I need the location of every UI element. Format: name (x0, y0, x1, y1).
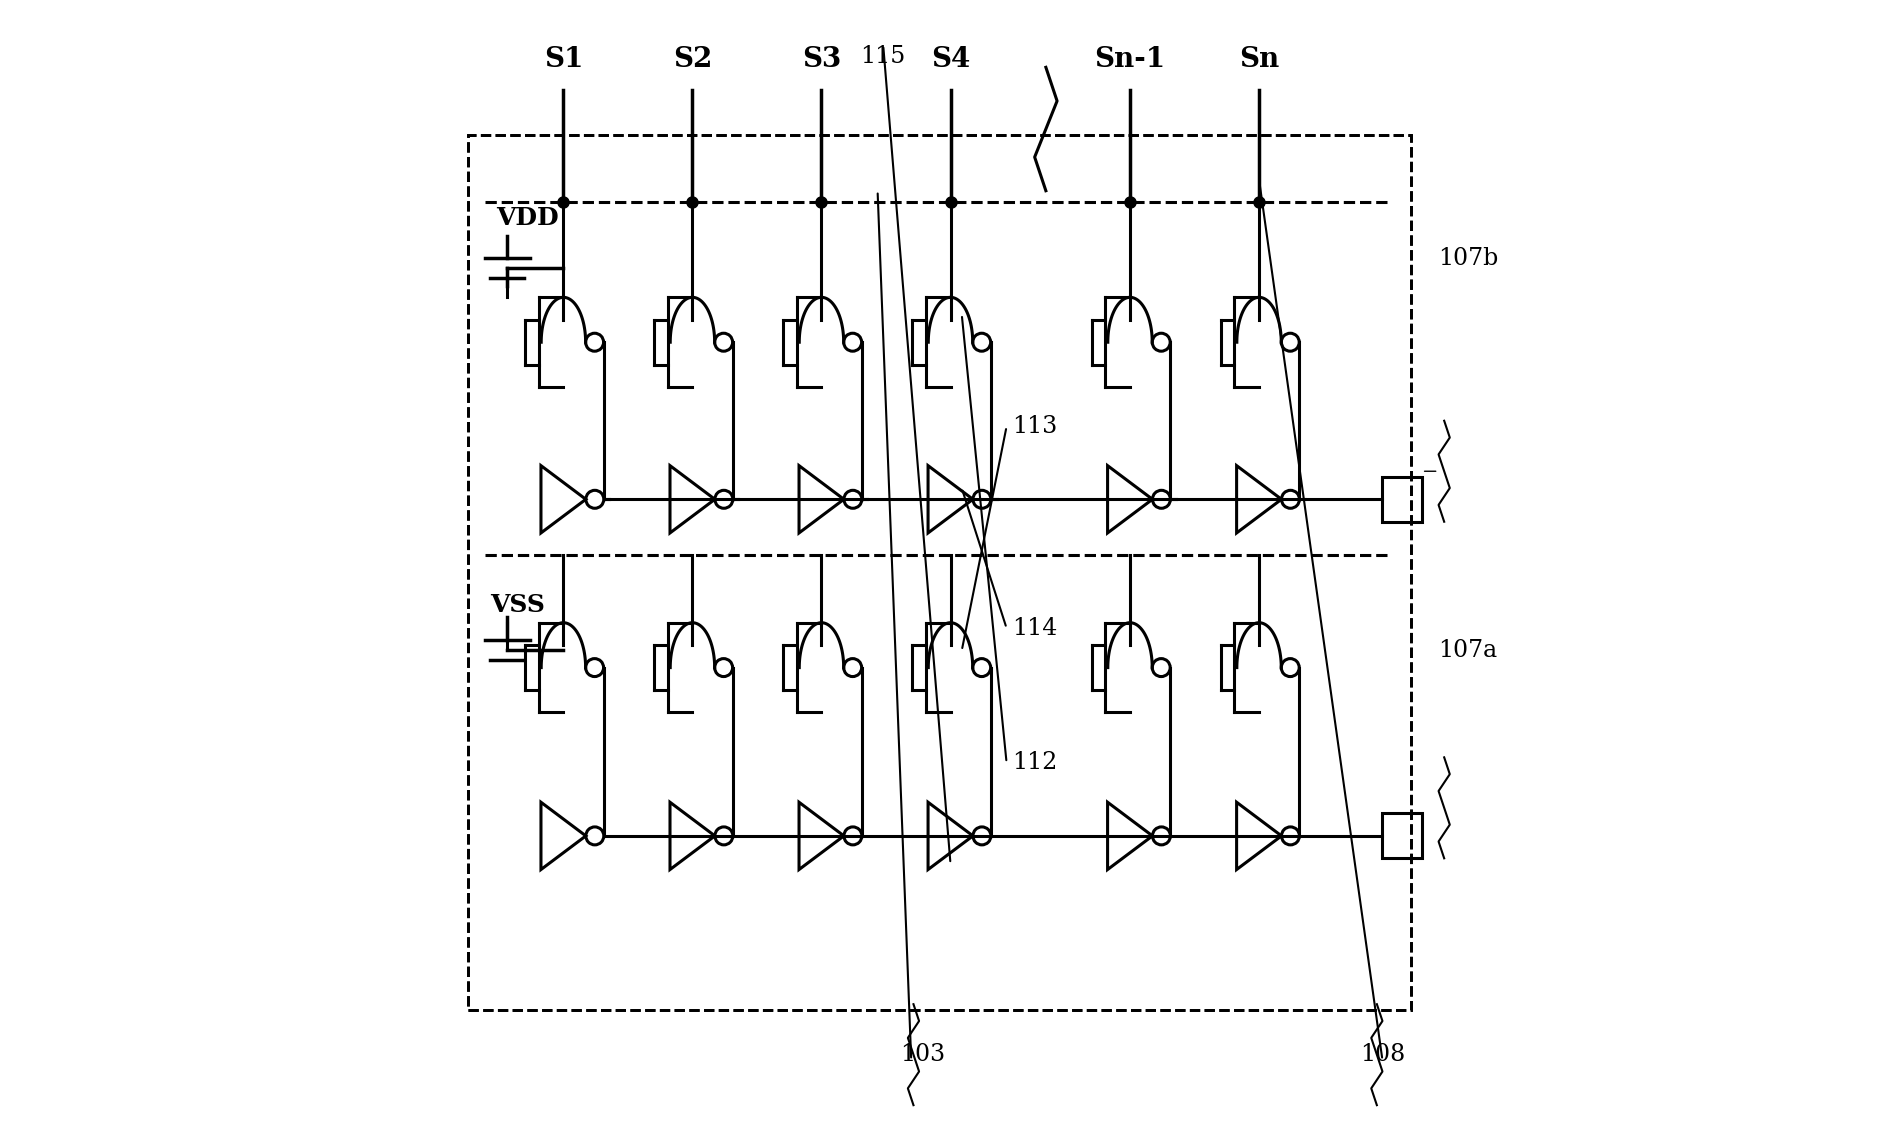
Text: S3: S3 (802, 46, 840, 73)
Bar (1382, 813, 1422, 858)
Text: VDD: VDD (496, 206, 559, 230)
Text: 103: 103 (899, 1043, 945, 1066)
Text: S2: S2 (673, 46, 713, 73)
Text: 112: 112 (1011, 752, 1057, 774)
Text: 114: 114 (1011, 617, 1057, 640)
Bar (468, 135, 1411, 1010)
Text: Sn: Sn (1239, 46, 1279, 73)
Text: Sn-1: Sn-1 (1095, 46, 1165, 73)
Bar (1382, 477, 1422, 522)
Text: 107a: 107a (1439, 640, 1498, 662)
Text: 115: 115 (861, 45, 905, 67)
Text: 113: 113 (1011, 415, 1057, 438)
Text: 107b: 107b (1439, 247, 1498, 269)
Text: VSS: VSS (490, 594, 546, 617)
Text: 108: 108 (1359, 1043, 1405, 1066)
Text: S1: S1 (544, 46, 584, 73)
Text: S4: S4 (931, 46, 970, 73)
